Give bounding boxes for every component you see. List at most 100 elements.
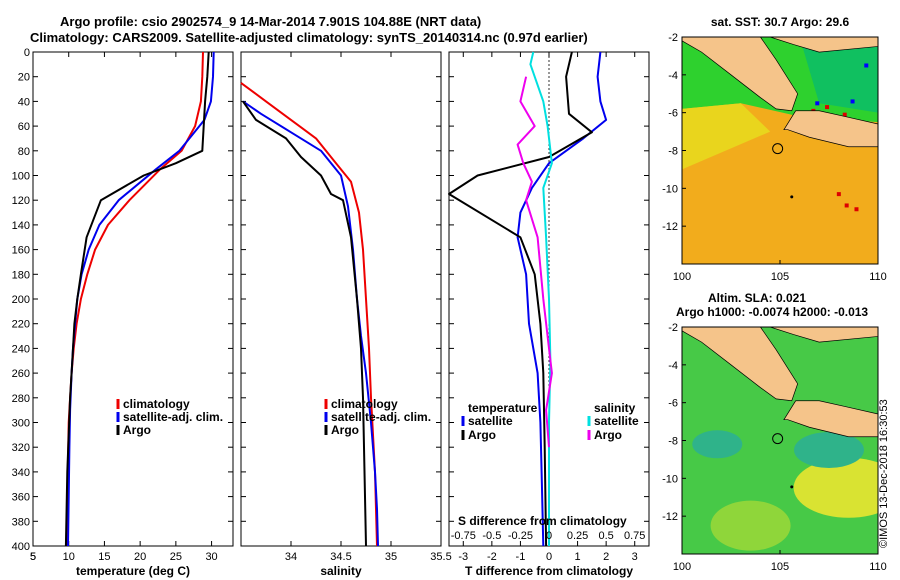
sla-map-title: Altim. SLA: 0.021 [708,291,806,305]
ytick-label: 20 [18,72,30,84]
map-xtick-label: 100 [673,561,691,573]
ytick-label: 280 [12,393,30,405]
xtick-label: 1 [575,551,581,563]
xtick-label: -3 [458,551,468,563]
xtick-label: 34.5 [330,551,351,563]
ytick-label: 100 [12,171,30,183]
map-ytick-label: -6 [668,108,678,120]
java-land [783,110,878,148]
bangka-land [770,37,878,53]
sst-pixel [836,192,841,197]
argo-float-marker [772,143,784,155]
ytick-label: 260 [12,368,30,380]
ytick-label: 60 [18,121,30,133]
christmas-island [790,195,794,199]
top-tick-label: 0 [546,530,552,542]
sst-cooler-water [799,37,878,113]
xtick-label: 25 [170,551,182,563]
ytick-label: 400 [12,541,30,553]
xtick-label: 5 [30,551,36,563]
title-line-1: Argo profile: csio 2902574_9 14-Mar-2014… [60,14,482,29]
map-xtick-label: 100 [673,271,691,283]
ytick-label: 220 [12,319,30,331]
top-axis-label: S difference from climatology [458,514,627,528]
top-tick-label: 0.5 [598,530,613,542]
christmas-island [790,485,794,489]
salinity-profile-line-argo [242,100,367,547]
legend-label: Argo [468,428,496,442]
legend-label: climatology [331,397,398,411]
sst-yellow-band [682,103,771,170]
x-axis-label: salinity [320,564,362,578]
map-xtick-label: 110 [869,271,887,283]
sst-pixel [815,101,820,106]
salinity-profile-frame [240,51,442,547]
legend-label: Argo [331,423,359,437]
sst-map: -2 -4 -6 -8 -10 -12 100 105 110 [662,32,887,283]
map-ytick-label: -2 [668,322,678,334]
sla-high-anomaly [793,457,878,518]
temperature-profile-line-argo [64,51,210,547]
sst-pixel [850,99,855,104]
difference-profile-line-t-argo [448,51,593,547]
java-land [783,400,878,438]
ytick-label: 160 [12,245,30,257]
xtick-label: -1 [516,551,526,563]
map-ytick-label: -8 [668,146,678,158]
map-layers [682,327,878,554]
xtick-label: 30 [205,551,217,563]
difference-profile-line-t-satellite [516,51,608,547]
temperature-profile-panel: 0 20 40 60 80 100 120 140 160 180 200 220 240 260 280 3… [12,47,234,578]
map-layers [682,37,878,264]
sst-pixel [825,105,830,110]
xtick-label: 34 [285,551,297,563]
legend-label: satellite-adj. clim. [123,410,223,424]
argo-float-marker [772,433,784,445]
map-ytick-label: -10 [662,183,678,195]
legend-label: satellite [594,414,639,428]
legend-title-salinity: salinity [594,401,636,415]
xtick-label: 10 [63,551,75,563]
xtick-label: 2 [603,551,609,563]
top-tick-label: -0.25 [508,530,533,542]
map-ytick-label: -8 [668,436,678,448]
difference-profile-panel: -3 -2 -1 0 1 2 3T difference from climatology t… [448,51,650,578]
bangka-land [770,327,878,343]
xtick-label: 3 [632,551,638,563]
sumatra-land [682,327,799,402]
sst-pixel [854,207,859,212]
top-tick-label: 0.25 [567,530,588,542]
sst-map-title: sat. SST: 30.7 Argo: 29.6 [711,15,850,29]
sla-low-anomaly [794,431,864,468]
map-xtick-label: 105 [771,561,789,573]
legend-title-temperature: temperature [468,401,538,415]
ytick-label: 120 [12,195,30,207]
sla-map: -2 -4 -6 -8 -10 -12 100 105 110 [662,322,887,573]
xtick-label: 5 [30,551,36,563]
difference-profile-line-s-satellite [529,51,553,546]
title-line-2: Climatology: CARS2009. Satellite-adjuste… [30,30,588,45]
xtick-label: -2 [487,551,497,563]
map-ytick-label: -12 [662,511,678,523]
sla-high-anomaly [710,500,791,551]
map-xtick-label: 110 [869,561,887,573]
map-ytick-label: -4 [668,70,678,82]
imos-credit: ©IMOS 13-Dec-2018 16:30:53 [878,399,890,548]
map-ytick-label: -6 [668,398,678,410]
legend-label: satellite-adj. clim. [331,410,431,424]
ytick-label: 320 [12,442,30,454]
sst-pixel [864,63,869,68]
sla-map-subtitle: Argo h1000: -0.0074 h2000: -0.013 [676,305,868,319]
xtick-label: 20 [134,551,146,563]
ytick-label: 240 [12,343,30,355]
xtick-label: 35.5 [430,551,451,563]
x-axis-label: T difference from climatology [465,564,633,578]
map-xtick-label: 105 [771,271,789,283]
ytick-label: 200 [12,294,30,306]
map-ytick-label: -10 [662,473,678,485]
ytick-label: 360 [12,492,30,504]
ytick-label: 380 [12,516,30,528]
temperature-profile-frame [32,51,234,547]
xtick-label: 15 [98,551,110,563]
